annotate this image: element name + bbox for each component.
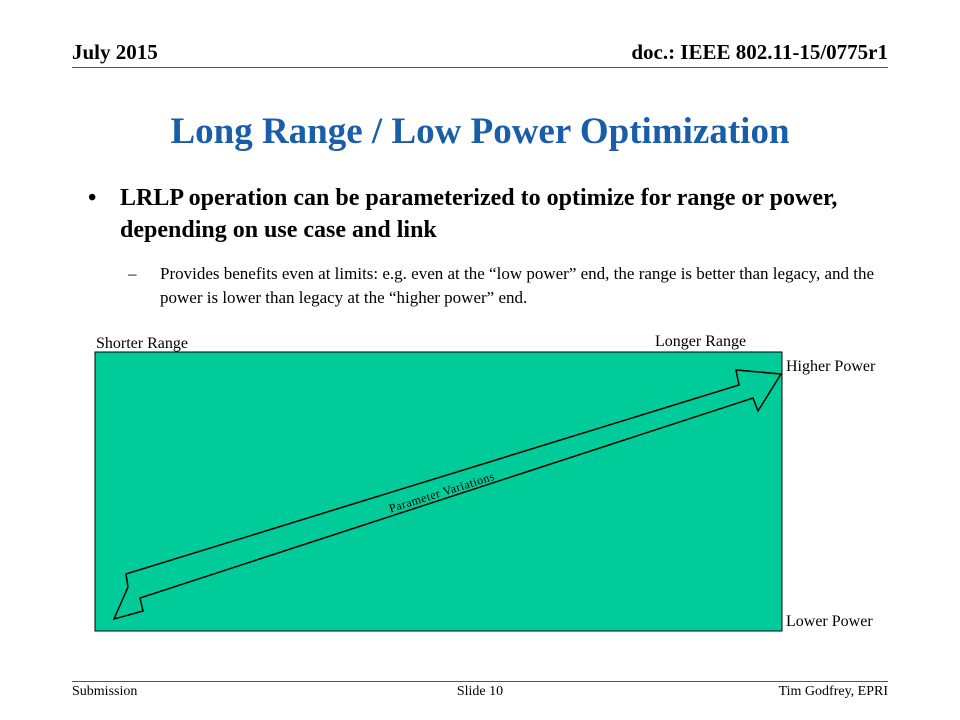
- label-longer-range: Longer Range: [655, 333, 747, 350]
- bullet-text: LRLP operation can be parameterized to o…: [120, 185, 838, 243]
- slide-title: Long Range / Low Power Optimization: [170, 111, 790, 152]
- sub-bullet-marker: –: [128, 264, 137, 283]
- header-rule: [72, 67, 888, 68]
- footer-submission: Submission: [72, 684, 138, 699]
- double-arrow-shape: [112, 369, 783, 621]
- footer-author: Tim Godfrey, EPRI: [778, 684, 888, 699]
- bullet-marker: •: [88, 185, 97, 211]
- label-higher-power: Higher Power: [786, 358, 876, 375]
- label-lower-power: Lower Power: [786, 613, 873, 630]
- footer-rule: [72, 681, 888, 682]
- sub-bullet-item: – Provides benefits even at limits: e.g.…: [128, 262, 888, 310]
- header-doc-id: doc.: IEEE 802.11-15/0775r1: [631, 40, 888, 64]
- bullet-item: • LRLP operation can be parameterized to…: [88, 182, 878, 246]
- header-date: July 2015: [72, 40, 158, 64]
- sub-bullet-text: Provides benefits even at limits: e.g. e…: [160, 264, 875, 307]
- footer-slide-number: Slide 10: [456, 684, 504, 699]
- label-shorter-range: Shorter Range: [96, 335, 188, 352]
